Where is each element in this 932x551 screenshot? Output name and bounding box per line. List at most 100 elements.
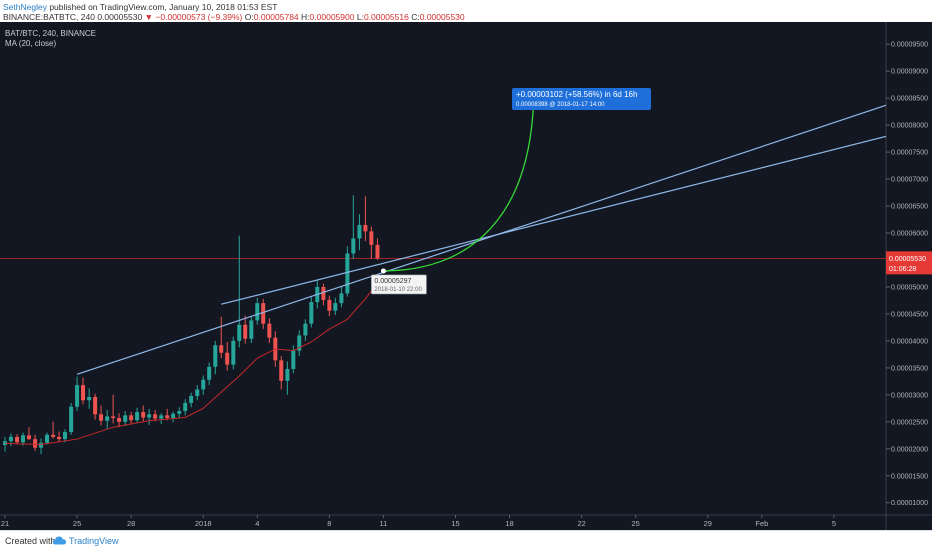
- candle-body: [165, 415, 170, 419]
- candle-body: [87, 396, 92, 401]
- candle-body: [201, 379, 206, 390]
- cloud-logo-icon: [52, 536, 66, 545]
- candle-body: [63, 432, 68, 440]
- candle-body: [213, 345, 218, 367]
- channel-lower-line: [221, 135, 886, 305]
- candle-body: [159, 415, 164, 419]
- candle-body: [309, 302, 314, 324]
- y-tick-label: 0.00005000: [891, 284, 928, 291]
- candle-body: [207, 366, 212, 380]
- publish-line: SethNegley published on TradingView.com,…: [3, 2, 277, 12]
- y-tick-label: 0.00008500: [891, 96, 928, 103]
- y-tick-label: 0.00006000: [891, 231, 928, 238]
- x-tick-label: 5: [832, 519, 836, 528]
- candle-body: [279, 360, 284, 381]
- candle-body: [177, 411, 182, 414]
- ma-line: [4, 282, 378, 445]
- candle-body: [44, 434, 49, 443]
- x-tick-label: 18: [505, 519, 513, 528]
- author-link[interactable]: SethNegley: [3, 2, 47, 12]
- plot-layer: [0, 101, 886, 455]
- open-value: 0.00005784: [253, 12, 299, 22]
- open-label: O:: [244, 12, 254, 22]
- candle-body: [237, 324, 242, 341]
- last-price-tag-box: [886, 251, 932, 275]
- channel-upper-line: [76, 104, 886, 375]
- candle-body: [93, 396, 98, 415]
- x-tick-label: 8: [327, 519, 331, 528]
- y-tick-label: 0.00003500: [891, 365, 928, 372]
- close-value: 0.00005530: [419, 12, 465, 22]
- candle-body: [21, 435, 26, 443]
- candle-body: [51, 434, 56, 437]
- y-tick-label: 0.00007500: [891, 150, 928, 157]
- candle-body: [26, 435, 31, 440]
- y-tick-label: 0.00003000: [891, 392, 928, 399]
- x-tick-label: 2018: [195, 519, 212, 528]
- candle-body: [261, 303, 266, 324]
- candle-body: [69, 406, 74, 433]
- candle-body: [249, 320, 254, 339]
- high-label: H:: [301, 12, 310, 22]
- candle-body: [297, 335, 302, 351]
- x-tick-label: 25: [73, 519, 81, 528]
- candle-body: [255, 303, 260, 321]
- chart-area[interactable]: 0.00009500 0.00009000 0.00008500 0.00008000…: [0, 22, 932, 530]
- candle-body: [267, 323, 272, 338]
- candle-body: [57, 436, 62, 440]
- projection-curve: [383, 103, 535, 272]
- y-tick-label: 0.00008000: [891, 123, 928, 130]
- projection-start-point: [380, 268, 386, 274]
- footer: Created with TradingView: [0, 530, 932, 551]
- candle-body: [285, 368, 290, 381]
- ma-legend[interactable]: MA (20, close): [5, 39, 57, 48]
- projection-start-box: [371, 274, 427, 295]
- candle-body: [99, 414, 104, 421]
- candle-body: [195, 389, 200, 396]
- candle-body: [3, 441, 7, 446]
- y-tick-label: 0.00009500: [891, 42, 928, 49]
- low-value: 0.00005516: [363, 12, 409, 22]
- ohlc-line: BINANCE:BATBTC, 240 0.00005530 ▼ −0.0000…: [3, 12, 465, 22]
- candle-body: [327, 299, 332, 311]
- projection-start-date: 2018-01-10 22:00: [374, 287, 422, 293]
- candle-body: [123, 415, 128, 422]
- x-tick-label: 25: [632, 519, 640, 528]
- price-chart[interactable]: 0.00009500 0.00009000 0.00008500 0.00008000…: [0, 22, 932, 530]
- chart-header: SethNegley published on TradingView.com,…: [0, 0, 932, 22]
- candle-body: [357, 224, 362, 239]
- candle-body: [8, 436, 13, 442]
- candle-body: [171, 413, 176, 419]
- candle-body: [135, 412, 140, 421]
- x-tick-label: 29: [704, 519, 712, 528]
- x-tick-label: 4: [255, 519, 259, 528]
- y-tick-label: 0.00002000: [891, 446, 928, 453]
- candle-body: [321, 286, 326, 300]
- x-tick-label: 15: [451, 519, 459, 528]
- x-tick-label: 11: [380, 519, 388, 528]
- tradingview-brand[interactable]: TradingView: [69, 536, 119, 546]
- created-with-text: Created with: [5, 536, 56, 546]
- candle-body: [81, 385, 86, 401]
- y-tick-label: 0.00007000: [891, 177, 928, 184]
- candle-body: [75, 385, 80, 407]
- candle-body: [183, 402, 188, 412]
- y-tick-label: 0.00006500: [891, 204, 928, 211]
- symbol-legend: BAT/BTC, 240, BINANCE: [5, 29, 96, 38]
- candle-body: [351, 238, 356, 254]
- x-tick-label: 28: [127, 519, 135, 528]
- candle-body: [231, 340, 236, 365]
- candle-body: [369, 231, 374, 245]
- x-tick-label: 21: [1, 519, 9, 528]
- candle-body: [363, 224, 368, 232]
- last-price-tag: 0.00005530: [889, 256, 926, 263]
- y-tick-label: 0.00001500: [891, 473, 928, 480]
- candle-body: [105, 416, 110, 421]
- candle-body: [291, 350, 296, 369]
- countdown-tag: 01:06:28: [889, 266, 916, 273]
- candle-body: [375, 244, 380, 259]
- candle-body: [153, 414, 158, 419]
- candle-body: [33, 439, 38, 448]
- close-label: C:: [411, 12, 420, 22]
- x-tick-label: Feb: [755, 519, 768, 528]
